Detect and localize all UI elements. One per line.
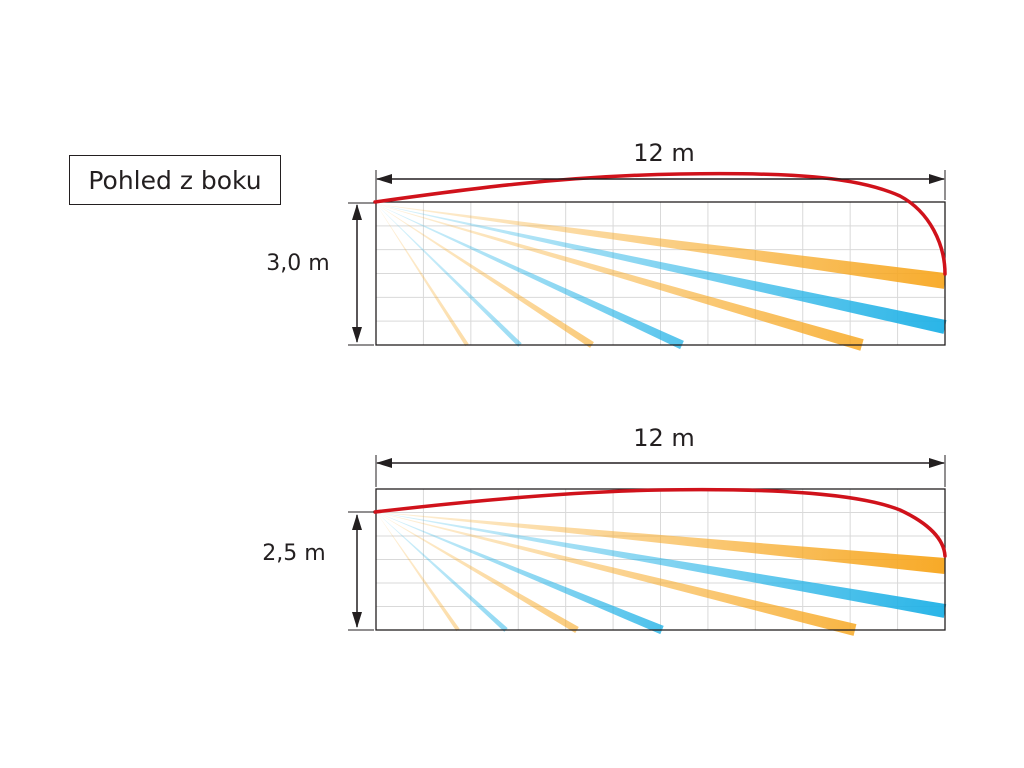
width-label-top: 12 m: [633, 139, 695, 167]
height-label-bottom: 2,5 m: [262, 541, 325, 566]
beam-orange: [376, 204, 947, 289]
height-label-top: 3,0 m: [266, 251, 329, 276]
beam-blue: [376, 512, 664, 635]
coverage-outline-top: [373, 171, 947, 276]
beams-top: [376, 204, 947, 351]
coverage-outline-bottom: [373, 487, 947, 558]
beam-blue: [376, 512, 947, 618]
beam-orange: [376, 204, 469, 347]
panel-bottom: 12 m 2,5 m: [262, 424, 947, 636]
beam-orange: [376, 512, 946, 574]
width-label-bottom: 12 m: [633, 424, 695, 452]
beam-orange: [376, 512, 857, 636]
beam-orange: [376, 512, 579, 634]
beams-bottom: [376, 512, 947, 636]
beam-blue: [376, 204, 947, 334]
beam-blue: [376, 512, 508, 632]
panel-top: 12 m 3,0 m: [266, 139, 947, 351]
beam-orange: [376, 204, 864, 351]
beam-blue: [376, 204, 522, 347]
beam-orange: [376, 204, 594, 348]
beam-blue: [376, 204, 684, 350]
view-title: Pohled z boku: [69, 155, 281, 205]
beam-orange: [376, 512, 460, 632]
